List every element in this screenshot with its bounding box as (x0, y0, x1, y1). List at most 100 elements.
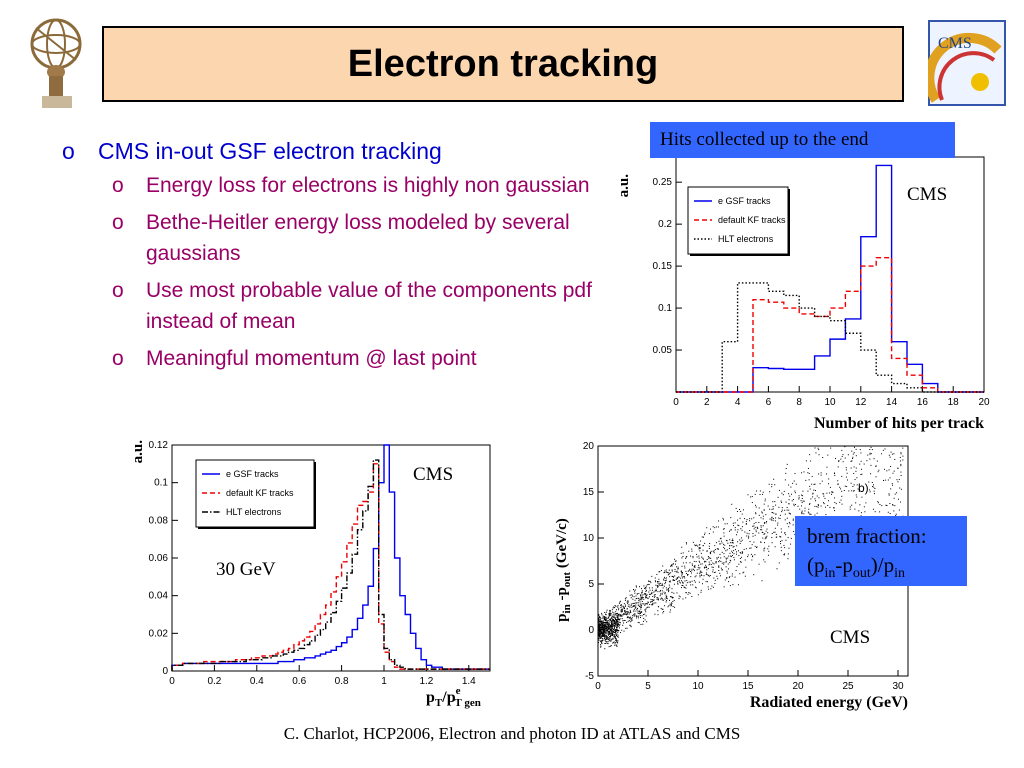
scatter-point (608, 625, 610, 627)
scatter-point (598, 627, 600, 629)
scatter-point (598, 629, 600, 631)
scatter-point (605, 626, 607, 628)
scatter-point (754, 526, 756, 528)
scatter-point (607, 641, 609, 643)
scatter-point (629, 617, 631, 619)
scatter-point (705, 573, 707, 575)
scatter-point (900, 465, 902, 467)
scatter-point (726, 523, 728, 525)
scatter-point (763, 550, 765, 552)
scatter-point (651, 600, 653, 602)
scatter-point (607, 629, 609, 631)
scatter-point (604, 616, 606, 618)
scatter-point (599, 638, 601, 640)
scatter-point (614, 635, 616, 637)
scatter-point (604, 648, 606, 650)
scatter-point (760, 526, 762, 528)
scatter-point (601, 621, 603, 623)
scatter-point (617, 606, 619, 608)
scatter-point (676, 576, 678, 578)
scatter-point (807, 467, 809, 469)
scatter-point (645, 590, 647, 592)
scatter-point (650, 593, 652, 595)
bullet-marker: o (112, 174, 124, 197)
scatter-point (808, 503, 810, 505)
scatter-point (682, 581, 684, 583)
scatter-point (671, 563, 673, 565)
scatter-point (600, 630, 602, 632)
scatter-point (726, 549, 728, 551)
scatter-point (798, 497, 800, 499)
scatter-point (598, 614, 600, 616)
scatter-point (700, 572, 702, 574)
scatter-point (857, 488, 859, 490)
scatter-point (748, 535, 750, 537)
scatter-point (718, 540, 720, 542)
scatter-point (633, 596, 635, 598)
scatter-point (603, 622, 605, 624)
scatter-point (655, 588, 657, 590)
scatter-point (729, 545, 731, 547)
scatter-point (610, 632, 612, 634)
scatter-point (698, 568, 700, 570)
scatter-point (841, 449, 843, 451)
scatter-point (623, 622, 625, 624)
scatter-point (613, 635, 615, 637)
scatter-point (700, 563, 702, 565)
scatter-point (613, 627, 615, 629)
scatter-point (637, 617, 639, 619)
scatter-point (745, 566, 747, 568)
scatter-point (846, 479, 848, 481)
scatter-point (712, 550, 714, 552)
scatter-point (779, 540, 781, 542)
scatter-point (771, 511, 773, 513)
scatter-point (771, 516, 773, 518)
scatter-point (777, 496, 779, 498)
scatter-point (885, 504, 887, 506)
scatter-point (612, 615, 614, 617)
scatter-point (746, 519, 748, 521)
scatter-point (616, 635, 618, 637)
scatter-point (661, 584, 663, 586)
scatter-point (657, 597, 659, 599)
scatter-point (610, 638, 612, 640)
scatter-point (869, 458, 871, 460)
scatter-point (629, 624, 631, 626)
scatter-point (674, 606, 676, 608)
scatter-point (672, 600, 674, 602)
scatter-point (699, 567, 701, 569)
scatter-point (604, 628, 606, 630)
scatter-point (698, 564, 700, 566)
scatter-point (616, 630, 618, 632)
scatter-point (605, 614, 607, 616)
scatter-point (765, 522, 767, 524)
scatter-point (651, 593, 653, 595)
scatter-point (725, 566, 727, 568)
y-tick-label: 0 (162, 666, 168, 677)
scatter-point (788, 526, 790, 528)
scatter-point (651, 587, 653, 589)
scatter-point (603, 626, 605, 628)
scatter-point (844, 457, 846, 459)
scatter-point (654, 595, 656, 597)
scatter-point (662, 608, 664, 610)
y-axis-label: a.u. (130, 440, 146, 464)
scatter-point (636, 617, 638, 619)
scatter-point (617, 622, 619, 624)
scatter-point (692, 557, 694, 559)
scatter-point (615, 630, 617, 632)
y-tick-label: 10 (583, 533, 595, 544)
legend-label: e GSF tracks (718, 196, 771, 206)
scatter-point (641, 600, 643, 602)
scatter-point (623, 630, 625, 632)
x-tick-label: 10 (824, 397, 836, 408)
scatter-point (611, 618, 613, 620)
scatter-point (615, 605, 617, 607)
scatter-point (657, 614, 659, 616)
scatter-point (601, 620, 603, 622)
scatter-point (607, 616, 609, 618)
scatter-point (831, 491, 833, 493)
scatter-point (610, 624, 612, 626)
scatter-point (623, 606, 625, 608)
scatter-point (691, 563, 693, 565)
